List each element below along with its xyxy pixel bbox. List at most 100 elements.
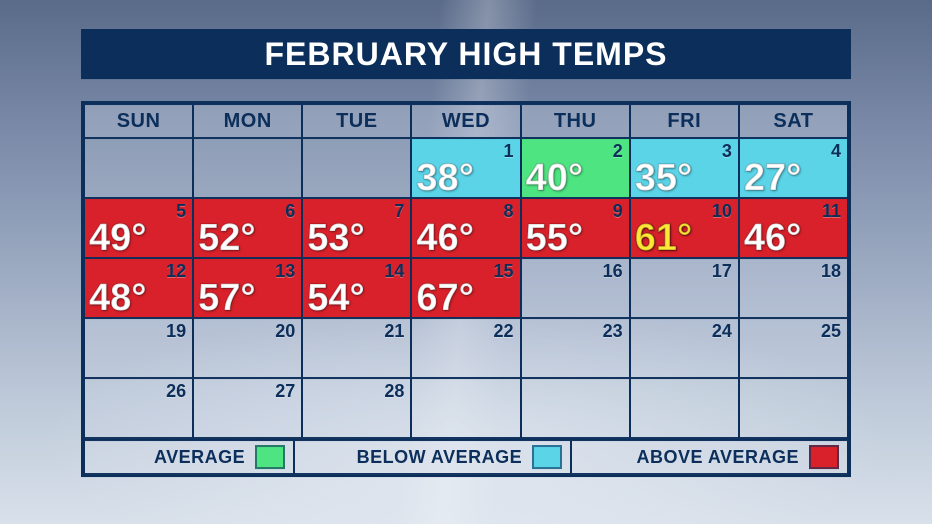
title-bar: FEBRUARY HIGH TEMPS bbox=[81, 29, 851, 79]
day-header: MON bbox=[193, 104, 302, 138]
calendar-cell: 22 bbox=[411, 318, 520, 378]
date-number: 18 bbox=[821, 261, 841, 282]
calendar-cell: 19 bbox=[84, 318, 193, 378]
date-number: 21 bbox=[384, 321, 404, 342]
temp-value: 38° bbox=[416, 159, 473, 197]
date-number: 25 bbox=[821, 321, 841, 342]
calendar-cell: 17 bbox=[630, 258, 739, 318]
calendar-cell: 5 49° bbox=[84, 198, 193, 258]
legend-item-average: AVERAGE bbox=[84, 440, 294, 474]
calendar-cell: 4 27° bbox=[739, 138, 848, 198]
legend-label-below: BELOW AVERAGE bbox=[357, 447, 523, 468]
calendar-cell: 1061° bbox=[630, 198, 739, 258]
date-number: 5 bbox=[176, 201, 186, 222]
swatch-below bbox=[532, 445, 562, 469]
calendar-cell bbox=[193, 138, 302, 198]
temp-value: 57° bbox=[198, 279, 255, 317]
date-number: 17 bbox=[712, 261, 732, 282]
date-number: 15 bbox=[494, 261, 514, 282]
day-header: WED bbox=[411, 104, 520, 138]
calendar-cell: 15 67° bbox=[411, 258, 520, 318]
calendar-cell: 9 55° bbox=[521, 198, 630, 258]
legend-label-average: AVERAGE bbox=[154, 447, 245, 468]
day-header: FRI bbox=[630, 104, 739, 138]
calendar-cell: 20 bbox=[193, 318, 302, 378]
calendar-cell: 27 bbox=[193, 378, 302, 438]
calendar-cell: 8 46° bbox=[411, 198, 520, 258]
legend-item-above: ABOVE AVERAGE bbox=[571, 440, 848, 474]
week-row: 12 48° 13 57° 14 54° 15 67° 16 17 18 bbox=[84, 258, 848, 318]
date-number: 1 bbox=[504, 141, 514, 162]
date-number: 6 bbox=[285, 201, 295, 222]
week-row: 1 38° 2 40° 3 35° 4 27° bbox=[84, 138, 848, 198]
date-number: 2 bbox=[613, 141, 623, 162]
date-number: 24 bbox=[712, 321, 732, 342]
date-number: 14 bbox=[384, 261, 404, 282]
legend-label-above: ABOVE AVERAGE bbox=[636, 447, 799, 468]
temp-value: 46° bbox=[744, 219, 801, 257]
calendar-cell: 3 35° bbox=[630, 138, 739, 198]
date-number: 28 bbox=[384, 381, 404, 402]
day-header: THU bbox=[521, 104, 630, 138]
calendar-cell: 26 bbox=[84, 378, 193, 438]
calendar-cell: 11 46° bbox=[739, 198, 848, 258]
calendar-cell: 28 bbox=[302, 378, 411, 438]
title-text: FEBRUARY HIGH TEMPS bbox=[264, 36, 667, 73]
temp-value: 61° bbox=[635, 219, 692, 257]
date-number: 26 bbox=[166, 381, 186, 402]
calendar-cell: 16 bbox=[521, 258, 630, 318]
date-number: 4 bbox=[831, 141, 841, 162]
spacer bbox=[81, 79, 851, 101]
date-number: 3 bbox=[722, 141, 732, 162]
temp-value: 55° bbox=[526, 219, 583, 257]
calendar-cell: 14 54° bbox=[302, 258, 411, 318]
date-number: 11 bbox=[822, 201, 841, 222]
calendar-cell: 21 bbox=[302, 318, 411, 378]
calendar-cell: 24 bbox=[630, 318, 739, 378]
date-number: 16 bbox=[603, 261, 623, 282]
temp-value: 40° bbox=[526, 159, 583, 197]
temp-value: 27° bbox=[744, 159, 801, 197]
date-number: 20 bbox=[275, 321, 295, 342]
week-row: 26 27 28 bbox=[84, 378, 848, 438]
calendar-cell bbox=[411, 378, 520, 438]
week-row: 19 20 21 22 23 24 25 bbox=[84, 318, 848, 378]
calendar-cell bbox=[739, 378, 848, 438]
calendar-cell bbox=[302, 138, 411, 198]
legend: AVERAGE BELOW AVERAGE ABOVE AVERAGE bbox=[84, 438, 848, 474]
temp-value: 35° bbox=[635, 159, 692, 197]
calendar-cell bbox=[521, 378, 630, 438]
temp-value: 46° bbox=[416, 219, 473, 257]
date-number: 13 bbox=[275, 261, 295, 282]
swatch-average bbox=[255, 445, 285, 469]
day-header: TUE bbox=[302, 104, 411, 138]
date-number: 7 bbox=[394, 201, 404, 222]
calendar: SUNMONTUEWEDTHUFRISAT 138°240°335°427°54… bbox=[81, 101, 851, 477]
calendar-cell: 25 bbox=[739, 318, 848, 378]
calendar-cell: 1 38° bbox=[411, 138, 520, 198]
day-header: SAT bbox=[739, 104, 848, 138]
temp-value: 49° bbox=[89, 219, 146, 257]
calendar-cell: 2 40° bbox=[521, 138, 630, 198]
temp-value: 67° bbox=[416, 279, 473, 317]
date-number: 8 bbox=[504, 201, 514, 222]
calendar-cell bbox=[630, 378, 739, 438]
temp-value: 48° bbox=[89, 279, 146, 317]
temp-value: 53° bbox=[307, 219, 364, 257]
legend-item-below: BELOW AVERAGE bbox=[294, 440, 571, 474]
day-header: SUN bbox=[84, 104, 193, 138]
calendar-cell: 18 bbox=[739, 258, 848, 318]
calendar-cell: 7 53° bbox=[302, 198, 411, 258]
date-number: 22 bbox=[494, 321, 514, 342]
date-number: 27 bbox=[275, 381, 295, 402]
weather-calendar-graphic: FEBRUARY HIGH TEMPS SUNMONTUEWEDTHUFRISA… bbox=[81, 29, 851, 477]
temp-value: 52° bbox=[198, 219, 255, 257]
header-row: SUNMONTUEWEDTHUFRISAT bbox=[84, 104, 848, 138]
temp-value: 54° bbox=[307, 279, 364, 317]
calendar-cell bbox=[84, 138, 193, 198]
calendar-cell: 23 bbox=[521, 318, 630, 378]
date-number: 9 bbox=[613, 201, 623, 222]
calendar-cell: 13 57° bbox=[193, 258, 302, 318]
date-number: 19 bbox=[166, 321, 186, 342]
date-number: 12 bbox=[166, 261, 186, 282]
